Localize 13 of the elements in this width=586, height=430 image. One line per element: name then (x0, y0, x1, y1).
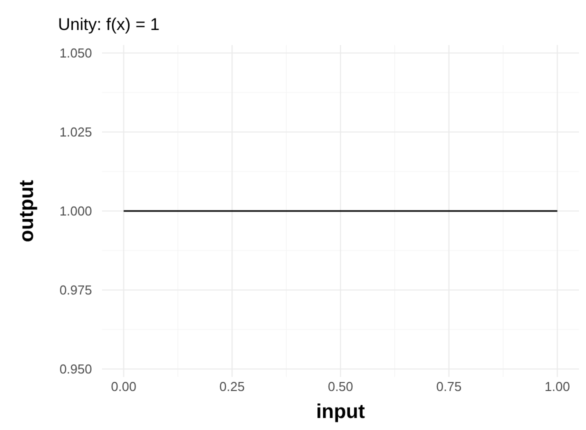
x-axis-title: input (316, 401, 366, 423)
x-tick-label: 0.00 (111, 379, 136, 394)
y-tick-label: 0.975 (59, 282, 92, 298)
y-tick-label: 1.050 (59, 46, 92, 60)
x-tick-label: 0.75 (436, 379, 462, 394)
chart-title: Unity: f(x) = 1 (58, 15, 160, 34)
y-tick-label: 1.000 (59, 204, 92, 218)
y-axis-title: output (16, 180, 38, 242)
x-tick-label: 0.25 (219, 379, 245, 394)
y-tick-label: 1.025 (59, 124, 92, 140)
x-tick-label: 0.50 (328, 379, 354, 394)
y-tick-label: 0.950 (59, 362, 92, 376)
x-tick-label: 1.00 (544, 379, 570, 394)
